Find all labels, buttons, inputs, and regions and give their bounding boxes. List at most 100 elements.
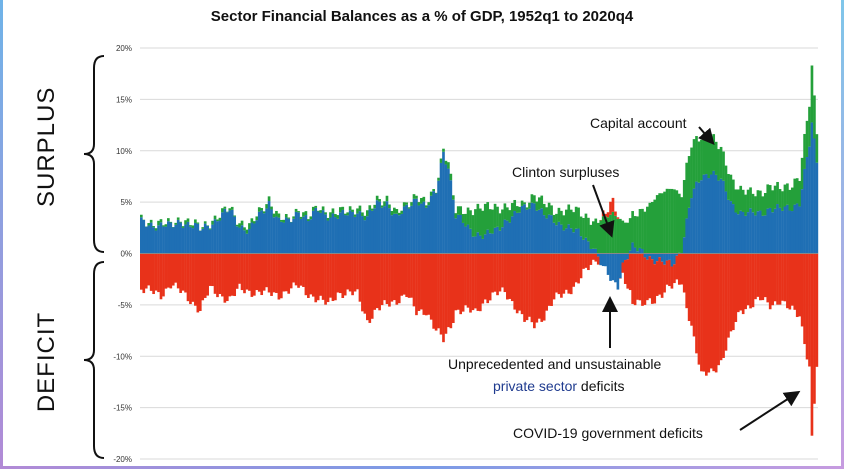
- bar-segment: [162, 253, 165, 297]
- bar-segment: [508, 222, 512, 254]
- bar-segment: [631, 253, 634, 304]
- bar-segment: [142, 253, 146, 294]
- y-tick-label: 0%: [120, 250, 132, 259]
- bar-segment: [393, 213, 396, 254]
- bar-segment: [412, 194, 416, 199]
- bar-segment: [540, 253, 544, 322]
- bar-segment: [191, 253, 195, 302]
- bar-segment: [284, 253, 288, 292]
- bar-segment: [378, 253, 381, 311]
- bar-segment: [626, 253, 630, 260]
- bar-segment: [695, 253, 698, 354]
- bar-segment: [604, 213, 607, 217]
- bar-segment: [456, 214, 460, 254]
- bar-segment: [513, 253, 517, 310]
- bar-segment: [486, 253, 490, 304]
- bar-segment: [383, 253, 386, 301]
- bar-segment: [705, 174, 708, 254]
- bar-segment: [250, 253, 254, 297]
- bar-segment: [719, 253, 723, 361]
- bar-segment: [184, 224, 187, 254]
- bar-segment: [486, 202, 490, 230]
- bar-segment: [646, 206, 649, 254]
- bar-segment: [697, 182, 701, 254]
- bar-segment: [707, 141, 711, 179]
- bar-segment: [751, 212, 755, 254]
- bar-segment: [397, 215, 401, 254]
- bar-segment: [464, 253, 467, 306]
- annotation-clinton-surpluses: Clinton surpluses: [512, 164, 620, 180]
- bar-segment: [673, 189, 676, 254]
- bar-segment: [498, 213, 502, 231]
- bar-segment: [186, 253, 190, 302]
- bar-segment: [176, 219, 180, 254]
- bar-segment: [196, 253, 200, 313]
- bar-segment: [537, 197, 541, 210]
- bar-segment: [461, 253, 465, 312]
- bar-segment: [282, 222, 286, 254]
- bar-segment: [194, 219, 197, 223]
- bar-segment: [454, 213, 458, 219]
- bar-segment: [405, 204, 408, 254]
- bar-segment: [331, 253, 335, 302]
- bar-segment: [248, 229, 251, 254]
- bar-segment: [638, 247, 642, 254]
- bar-segment: [530, 202, 534, 254]
- bar-segment: [196, 223, 200, 254]
- bar-segment: [329, 253, 332, 298]
- bar-segment: [754, 215, 757, 254]
- bar-segment: [631, 242, 634, 254]
- bar-segment: [378, 199, 381, 202]
- bar-segment: [786, 253, 789, 309]
- bar-segment: [191, 228, 195, 254]
- bar-segment: [724, 253, 728, 351]
- bar-segment: [732, 179, 735, 205]
- bar-segment: [225, 253, 229, 302]
- bar-segment: [434, 192, 438, 194]
- bar-segment: [729, 174, 733, 202]
- bar-segment: [405, 202, 408, 205]
- bar-segment: [810, 65, 814, 123]
- bar-segment: [518, 253, 521, 311]
- bar-segment: [444, 164, 448, 254]
- bar-segment: [584, 253, 588, 268]
- bar-segment: [560, 210, 563, 225]
- bar-segment: [734, 189, 738, 213]
- bar-segment: [316, 253, 320, 301]
- bar-segment: [464, 213, 467, 227]
- bar-segment: [798, 206, 802, 254]
- bar-segment: [562, 215, 566, 231]
- bar-segment: [459, 253, 463, 315]
- bar-segment: [422, 201, 426, 254]
- bar-segment: [299, 253, 303, 286]
- bar-segment: [673, 264, 676, 284]
- bar-segment: [680, 197, 684, 254]
- bar-segment: [599, 220, 603, 254]
- bar-segment: [813, 138, 816, 254]
- bar-segment: [722, 151, 725, 181]
- bar-segment: [284, 214, 288, 218]
- bar-segment: [808, 253, 811, 367]
- bar-segment: [198, 230, 202, 254]
- bar-segment: [788, 210, 792, 254]
- bar-segment: [248, 223, 251, 230]
- bar-segment: [589, 224, 593, 249]
- bar-segment: [361, 212, 364, 217]
- bar-segment: [410, 202, 413, 206]
- bar-segment: [230, 209, 234, 254]
- bar-segment: [326, 220, 330, 254]
- bar-segment: [741, 253, 745, 315]
- bar-segment: [235, 226, 239, 254]
- bar-segment: [442, 151, 445, 254]
- bar-segment: [528, 253, 531, 317]
- bar-segment: [744, 253, 747, 310]
- bar-segment: [606, 212, 610, 218]
- bar-segment: [309, 216, 313, 220]
- bar-segment: [537, 209, 541, 254]
- bar-segment: [560, 253, 563, 298]
- bar-segment: [469, 210, 472, 229]
- bar-segment: [206, 225, 209, 226]
- bar-segment: [813, 253, 816, 404]
- bar-segment: [655, 253, 659, 262]
- bar-segment: [506, 220, 509, 254]
